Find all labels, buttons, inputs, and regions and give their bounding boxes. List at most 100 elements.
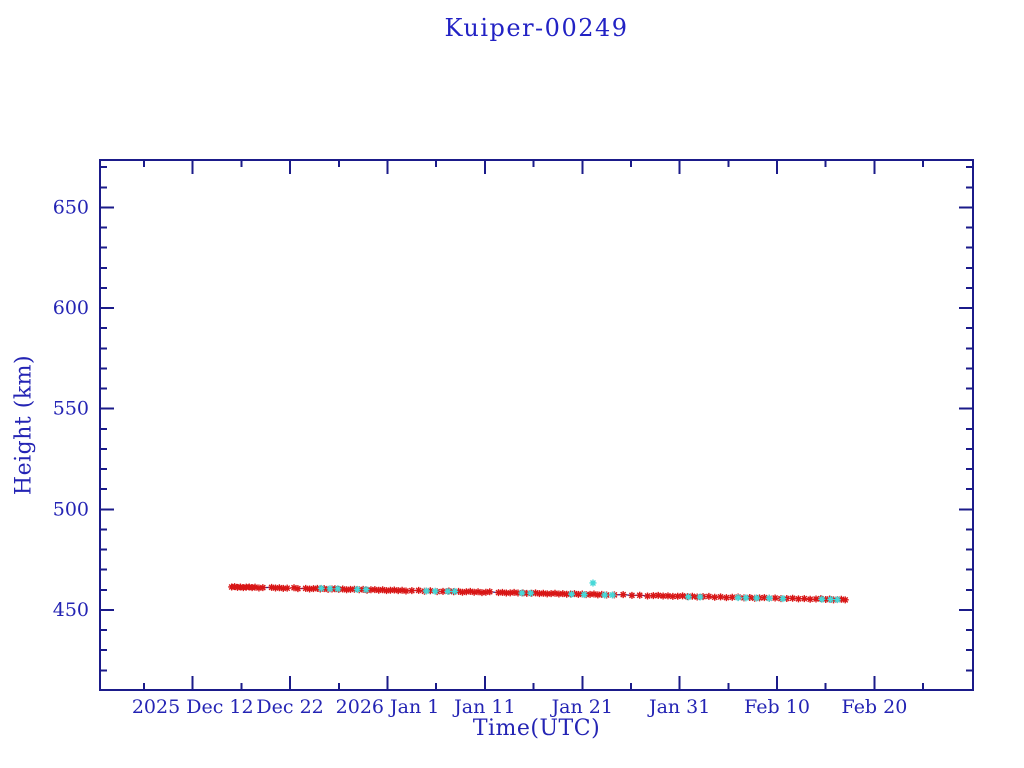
asterisk-marker — [478, 589, 486, 597]
asterisk-marker — [783, 594, 791, 602]
cyan-asterisks-series — [317, 579, 841, 604]
asterisk-marker — [574, 590, 582, 598]
asterisk-marker — [275, 584, 283, 592]
asterisk-marker — [822, 595, 830, 603]
x-tick-label: Jan 31 — [647, 696, 710, 718]
asterisk-marker — [734, 594, 742, 602]
asterisk-marker — [688, 592, 696, 600]
asterisk-marker — [455, 587, 463, 595]
asterisk-marker — [386, 586, 394, 594]
asterisk-marker — [326, 585, 334, 593]
asterisk-marker — [371, 586, 379, 594]
asterisk-marker — [590, 590, 598, 598]
asterisk-marker — [415, 586, 423, 594]
asterisk-marker — [728, 593, 736, 601]
asterisk-marker — [669, 592, 677, 600]
x-tick-label: Feb 10 — [744, 696, 810, 718]
asterisk-marker — [470, 588, 478, 596]
axis-ticks — [100, 160, 973, 690]
asterisk-marker — [722, 594, 730, 602]
asterisk-marker — [717, 593, 725, 601]
asterisk-marker — [462, 588, 470, 596]
asterisk-marker — [659, 592, 667, 600]
asterisk-marker — [294, 585, 302, 593]
asterisk-marker — [251, 583, 259, 591]
asterisk-marker — [379, 586, 387, 594]
asterisk-marker — [259, 584, 267, 592]
asterisk-marker — [833, 596, 841, 604]
asterisk-marker — [636, 591, 644, 599]
asterisk-marker — [502, 589, 510, 597]
y-tick-label: 600 — [53, 297, 89, 319]
asterisk-marker — [306, 585, 314, 593]
asterisk-marker — [510, 588, 518, 596]
x-axis-title: Time(UTC) — [472, 716, 601, 741]
asterisk-marker — [674, 592, 682, 600]
asterisk-marker — [466, 587, 474, 595]
asterisk-marker — [543, 590, 551, 598]
asterisk-marker — [309, 585, 317, 593]
asterisk-marker — [837, 595, 845, 603]
x-tick-label: Jan 11 — [452, 696, 515, 718]
asterisk-marker — [705, 592, 713, 600]
asterisk-marker — [806, 595, 814, 603]
asterisk-marker — [518, 589, 526, 597]
asterisk-marker — [383, 587, 391, 595]
asterisk-marker — [506, 589, 514, 597]
y-tick-label: 500 — [53, 498, 89, 520]
asterisk-marker — [608, 591, 616, 599]
asterisk-marker — [444, 587, 452, 595]
asterisk-marker — [547, 590, 555, 598]
asterisk-marker — [563, 590, 571, 598]
y-tick-label: 650 — [53, 196, 89, 218]
asterisk-marker — [619, 591, 627, 599]
asterisk-marker — [439, 587, 447, 595]
asterisk-marker — [339, 585, 347, 593]
asterisk-marker — [841, 596, 849, 604]
asterisk-marker — [711, 593, 719, 601]
y-tick-label: 550 — [53, 398, 89, 420]
asterisk-marker — [664, 592, 672, 600]
x-tick-label: Feb 20 — [842, 696, 908, 718]
asterisk-marker — [495, 589, 503, 597]
y-tick-label: 450 — [53, 599, 89, 621]
asterisk-marker — [283, 584, 291, 592]
asterisk-marker — [765, 594, 773, 602]
asterisk-marker — [696, 593, 704, 601]
asterisk-marker — [362, 586, 370, 594]
asterisk-marker — [594, 591, 602, 599]
asterisk-marker — [649, 592, 657, 600]
asterisk-marker — [422, 587, 430, 595]
asterisk-marker — [794, 595, 802, 603]
asterisk-marker — [523, 589, 531, 597]
asterisk-marker — [679, 592, 687, 600]
asterisk-marker — [367, 586, 375, 594]
asterisk-marker — [279, 584, 287, 592]
asterisk-marker — [644, 592, 652, 600]
asterisk-marker — [231, 583, 239, 591]
asterisk-marker — [771, 594, 779, 602]
asterisk-marker — [398, 586, 406, 594]
asterisk-marker — [482, 588, 490, 596]
asterisk-marker — [827, 595, 835, 603]
asterisk-marker — [451, 587, 459, 595]
asterisk-marker — [580, 591, 588, 599]
tick-labels: 2025 Dec 12 Dec 22 2026 Jan 1 Jan 11 Jan 21 J… — [53, 196, 908, 718]
chart-title: Kuiper-00249 — [444, 14, 629, 42]
asterisk-marker — [426, 587, 434, 595]
asterisk-marker — [514, 589, 522, 597]
asterisk-marker — [555, 590, 563, 598]
asterisk-marker — [800, 595, 808, 603]
asterisk-marker — [532, 589, 540, 597]
asterisk-marker — [684, 593, 692, 601]
x-tick-label: Dec 22 — [256, 696, 323, 718]
asterisk-marker — [551, 589, 559, 597]
asterisk-marker — [394, 587, 402, 595]
asterisk-marker — [559, 590, 567, 598]
asterisk-marker — [654, 591, 662, 599]
asterisk-marker — [812, 595, 820, 603]
axis-box — [99, 159, 974, 691]
asterisk-marker — [753, 594, 761, 602]
asterisk-marker — [586, 590, 594, 598]
asterisk-marker — [458, 588, 466, 596]
